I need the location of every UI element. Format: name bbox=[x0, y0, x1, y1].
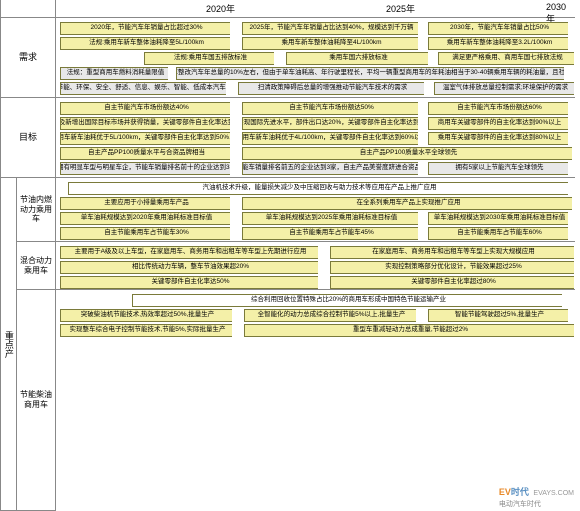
timeline-row: 主要用于A级及以上车型，在家庭用车、商务用车和出租车等车型上先期进行应用在家庭用… bbox=[56, 245, 575, 259]
timeline-row: 单车油耗规模达到2020年乘用油耗标准目标值单车油耗规模达到2025年乘用油耗标… bbox=[56, 211, 575, 225]
milestone-arrow: 节能车销量排名前五的企业达到3家，自主产品美誉度跻进合资品牌 bbox=[242, 162, 418, 175]
milestone-arrow: 单车油耗规模达到2025年乘用油耗标准目标值 bbox=[242, 212, 418, 225]
milestone-arrow: 乘用车国六排放标准 bbox=[286, 52, 428, 65]
milestone-arrow: 自主节能汽车市场份额达60% bbox=[428, 102, 568, 115]
milestone-arrow: 综合利用回收位置特殊占比20%的商用车形成中国特色节能运输产业 bbox=[132, 294, 562, 307]
milestone-arrow: 重型商用车整改汽车年总量的10%左右，但由于单车油耗高、年行驶里程长，平均一辆重… bbox=[176, 67, 564, 80]
milestone-arrow: 自主节能汽车市场份额达40% bbox=[60, 102, 230, 115]
milestone-arrow: 满足更严格乘用、商用车国七排放法规 bbox=[438, 52, 574, 65]
milestone-arrow: 实现控制策略部分优化设计，节能效果超过25% bbox=[330, 261, 574, 274]
milestone-arrow: 2020年，节能汽车年销量占比超过30% bbox=[60, 22, 230, 35]
left-label-demand: 需求 bbox=[1, 18, 55, 98]
watermark-url: EVAYS.COM bbox=[533, 490, 574, 497]
milestone-arrow: 拥有明显车型与明星车企，节能车销量排名前十的企业达到3家 bbox=[60, 162, 230, 175]
timeline-row: 商用车新车油耗优于5L/100km，关键零部件自主化率达到50%以上商用车新车油… bbox=[56, 131, 575, 145]
left-label-focus: 重点产 节油内燃动力乘用车 混合动力乘用车 节能柴油商用车 bbox=[1, 178, 55, 511]
milestone-arrow: 自主产品PP100质量水平与合资品牌相当 bbox=[60, 147, 230, 160]
milestone-arrow: 自主产品PP100质量水平全球领先 bbox=[242, 147, 572, 160]
milestone-arrow: 全智能化的动力总成综合控制节能5%以上,批量生产 bbox=[244, 309, 416, 322]
left-label-diesel: 节能柴油商用车 bbox=[17, 290, 55, 510]
milestone-arrow: 汽油机技术升级，能量损失减少及中压缩回收与助力技术等应用在产品上推广应用 bbox=[68, 182, 568, 195]
milestone-arrow: 自主节能汽车市场份额达50% bbox=[242, 102, 418, 115]
milestone-arrow: 商用车新车油耗优于4L/100km，关键零部件自主化率达到60%以上 bbox=[242, 132, 418, 145]
milestone-arrow: 乘用车新车整体油耗降至3.2L/100km bbox=[428, 37, 568, 50]
milestone-arrow: 突破柴油机节能技术,热效率超过50%,批量生产 bbox=[60, 309, 232, 322]
milestone-arrow: 乘用车新车整体油耗降至4L/100km bbox=[242, 37, 418, 50]
timeline-row: 关键零部件自主化率达50% 关键零部件自主化率超过80% bbox=[56, 275, 575, 289]
timeline-row: 综合利用回收位置特殊占比20%的商用车形成中国特色节能运输产业 bbox=[56, 293, 575, 307]
roadmap-container: 需求 目标 重点产 节油内燃动力乘用车 混合动力乘用车 节能柴油商用车 2020… bbox=[0, 0, 575, 511]
milestone-arrow: 主要用于A级及以上车型，在家庭用车、商务用车和出租车等车型上先期进行应用 bbox=[60, 246, 318, 259]
milestone-arrow: 2025年，节能汽车年销量占比达到40%，规模达到千万辆 bbox=[242, 22, 418, 35]
milestone-arrow: 在全系列乘用车产品上实现推广应用 bbox=[242, 197, 572, 210]
timeline-header: 2020年 2025年 2030年 bbox=[56, 0, 575, 18]
timeline-row: 自主节能汽车市场份额达40% 自主节能汽车市场份额达50% 自主节能汽车市场份额达6… bbox=[56, 101, 575, 115]
milestone-arrow: 智能节能驾驶超过5%,批量生产 bbox=[428, 309, 568, 322]
timeline-row: 法规:乘用车国五排放标准乘用车国六排放标准满足更严格乘用、商用车国七排放法规 bbox=[56, 51, 575, 65]
milestone-arrow: 扫清政策障碍后总量的增强推动节能汽车技术的需求 bbox=[238, 82, 424, 95]
timeline-row: 突破柴油机节能技术,热效率超过50%,批量生产全智能化的动力总成综合控制节能5%… bbox=[56, 308, 575, 322]
milestone-arrow: 法规:乘用车新车整体油耗降至5L/100km bbox=[60, 37, 230, 50]
section-hybrid: 主要用于A级及以上车型，在家庭用车、商务用车和出租车等车型上先期进行应用在家庭用… bbox=[56, 242, 575, 290]
milestone-arrow: 商用车涉及新增出国际目标市场并获得销量，关键零部件自主化率达到70%以上 bbox=[60, 117, 230, 130]
watermark-brand1: EV bbox=[499, 487, 511, 497]
timeline-row: 自主节能乘用车占节能车30% 自主节能乘用车占节能车45% 自主节能乘用车占节能车6… bbox=[56, 226, 575, 240]
milestone-arrow: 自主节能乘用车占节能车60% bbox=[428, 227, 568, 240]
section-demand: 2020年，节能汽车年销量占比超过30% 2025年，节能汽车年销量占比达到40%… bbox=[56, 18, 575, 98]
milestone-arrow: 温室气体排放总量控制需求;环境保护的需求 bbox=[434, 82, 574, 95]
milestone-arrow: 关键零部件自主化率超过80% bbox=[330, 276, 574, 289]
milestone-arrow: 在家庭用车、商务用车和出租车等车型上实现大规模应用 bbox=[330, 246, 574, 259]
left-label-target: 目标 bbox=[1, 98, 55, 178]
watermark-sub: 电动汽车时代 bbox=[499, 501, 541, 508]
year-2025: 2025年 bbox=[386, 2, 415, 15]
section-target: 自主节能汽车市场份额达40% 自主节能汽车市场份额达50% 自主节能汽车市场份额达6… bbox=[56, 98, 575, 178]
milestone-arrow: 单车油耗规模达到2020年乘用油耗标准目标值 bbox=[60, 212, 230, 225]
timeline-row: 汽油机技术升级，能量损失减少及中压缩回收与助力技术等应用在产品上推广应用 bbox=[56, 181, 575, 195]
milestone-arrow: 相比传统动力车辆，整车节油效果超20% bbox=[60, 261, 318, 274]
left-header-blank bbox=[1, 0, 55, 18]
timeline-row: 主要应用于小排量乘用车产品在全系列乘用车产品上实现推广应用 bbox=[56, 196, 575, 210]
milestone-arrow: 消费者对节能、环保、安全、舒适、信息、娱乐、智能、低成本汽车产品的需求 bbox=[60, 82, 226, 95]
milestone-arrow: 商用车新车油耗优于5L/100km，关键零部件自主化率达到50%以上 bbox=[60, 132, 230, 145]
milestone-arrow: 商用车关键零部件的自主化率达到90%以上 bbox=[428, 117, 568, 130]
milestone-arrow: 商用车实现国际先进水平，部件出口达20%，关键零部件自主化率达到80%以上 bbox=[242, 117, 418, 130]
left-label-column: 需求 目标 重点产 节油内燃动力乘用车 混合动力乘用车 节能柴油商用车 bbox=[0, 0, 56, 511]
watermark-brand2: 时代 bbox=[511, 487, 529, 497]
milestone-arrow: 法规：重型商用车燃料消耗量限值 bbox=[60, 67, 168, 80]
left-label-focus-products: 重点产 bbox=[1, 178, 17, 510]
milestone-arrow: 乘用车关键零部件的自主化率达到80%以上 bbox=[428, 132, 568, 145]
milestone-arrow: 主要应用于小排量乘用车产品 bbox=[60, 197, 230, 210]
timeline-row: 消费者对节能、环保、安全、舒适、信息、娱乐、智能、低成本汽车产品的需求扫清政策障… bbox=[56, 81, 575, 95]
milestone-arrow: 2030年，节能汽车年销量占比50% bbox=[428, 22, 568, 35]
milestone-arrow: 单车油耗规模达到2030年乘用油耗标准目标值 bbox=[428, 212, 568, 225]
milestone-arrow: 实现整车综合电子控制节能技术,节能5%,实际批量生产 bbox=[60, 324, 232, 337]
timeline-row: 实现整车综合电子控制节能技术,节能5%,实际批量生产重型车重减轻动力总成重量,节… bbox=[56, 323, 575, 337]
year-2020: 2020年 bbox=[206, 2, 235, 15]
section-gasoline: 汽油机技术升级，能量损失减少及中压缩回收与助力技术等应用在产品上推广应用主要应用… bbox=[56, 178, 575, 242]
section-diesel: 综合利用回收位置特殊占比20%的商用车形成中国特色节能运输产业突破柴油机节能技术… bbox=[56, 290, 575, 511]
timeline-row: 2020年，节能汽车年销量占比超过30% 2025年，节能汽车年销量占比达到40%… bbox=[56, 21, 575, 35]
left-label-hybrid: 混合动力乘用车 bbox=[17, 242, 55, 290]
milestone-arrow: 拥有5家以上节能汽车全球领先 bbox=[428, 162, 568, 175]
timeline-row: 自主产品PP100质量水平与合资品牌相当自主产品PP100质量水平全球领先 bbox=[56, 146, 575, 160]
timeline-row: 拥有明显车型与明星车企，节能车销量排名前十的企业达到3家节能车销量排名前五的企业… bbox=[56, 161, 575, 175]
milestone-arrow: 自主节能乘用车占节能车45% bbox=[242, 227, 418, 240]
timeline-column: 2020年 2025年 2030年 2020年，节能汽车年销量占比超过30%20… bbox=[56, 0, 575, 511]
milestone-arrow: 法规:乘用车国五排放标准 bbox=[144, 52, 274, 65]
watermark: EV时代 EVAYS.COM 电动汽车时代 bbox=[499, 485, 574, 509]
left-label-gasoline: 节油内燃动力乘用车 bbox=[17, 178, 55, 242]
timeline-row: 法规:乘用车新车整体油耗降至5L/100km 乘用车新车整体油耗降至4L/100k… bbox=[56, 36, 575, 50]
milestone-arrow: 重型车重减轻动力总成重量,节能超过2% bbox=[244, 324, 574, 337]
timeline-row: 法规：重型商用车燃料消耗量限值重型商用车整改汽车年总量的10%左右，但由于单车油… bbox=[56, 66, 575, 80]
timeline-row: 商用车涉及新增出国际目标市场并获得销量，关键零部件自主化率达到70%以上商用车实… bbox=[56, 116, 575, 130]
timeline-row: 相比传统动力车辆，整车节油效果超20% 实现控制策略部分优化设计，节能效果超过25… bbox=[56, 260, 575, 274]
milestone-arrow: 自主节能乘用车占节能车30% bbox=[60, 227, 230, 240]
milestone-arrow: 关键零部件自主化率达50% bbox=[60, 276, 318, 289]
